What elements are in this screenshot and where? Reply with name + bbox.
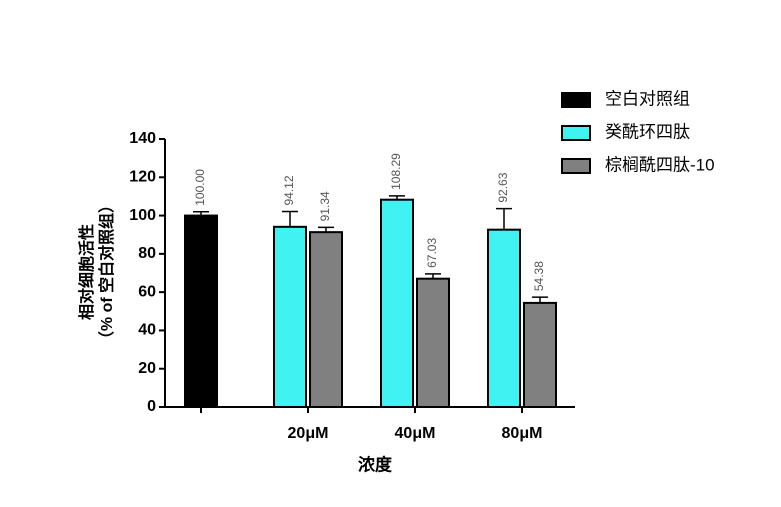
- y-tick-label: 40: [138, 322, 156, 339]
- value-label: 54.38: [532, 261, 546, 291]
- x-tick-label: 40μM: [395, 425, 436, 442]
- bar: [273, 225, 307, 408]
- y-axis-label-line: 相对细胞活性: [77, 224, 96, 320]
- value-label: 67.03: [425, 238, 439, 268]
- legend-swatch: [561, 92, 591, 108]
- legend-swatch: [561, 158, 591, 174]
- y-tick-label: 20: [138, 360, 156, 377]
- y-tick-label: 120: [129, 169, 156, 186]
- y-tick-label: 80: [138, 245, 156, 262]
- value-label: 92.63: [496, 172, 510, 202]
- value-label: 94.12: [282, 175, 296, 205]
- value-label: 108.29: [389, 153, 403, 190]
- value-label: 91.34: [318, 191, 332, 221]
- x-tick-label: 20μM: [288, 425, 329, 442]
- bar: [309, 231, 343, 408]
- y-tick-label: 0: [147, 398, 156, 415]
- x-tick-label: 80μM: [502, 425, 543, 442]
- bar: [523, 301, 557, 409]
- legend-label: 癸酰环四肽: [605, 122, 690, 141]
- y-tick-label: 60: [138, 283, 156, 300]
- legend-swatch: [561, 125, 591, 141]
- value-label: 100.00: [193, 169, 207, 206]
- bar: [380, 198, 414, 408]
- bar: [416, 277, 450, 408]
- x-axis-label: 浓度: [358, 454, 393, 474]
- legend-label: 棕榈酰四肽-10: [605, 155, 715, 174]
- legend-label: 空白对照组: [605, 89, 690, 108]
- y-tick-label: 140: [129, 130, 156, 147]
- y-tick-label: 100: [129, 207, 156, 224]
- bar: [487, 228, 521, 408]
- y-axis-label-line: （% of 空白对照组）: [97, 197, 116, 347]
- bar: [184, 214, 218, 408]
- y-axis-label: 相对细胞活性 （% of 空白对照组）: [77, 197, 116, 347]
